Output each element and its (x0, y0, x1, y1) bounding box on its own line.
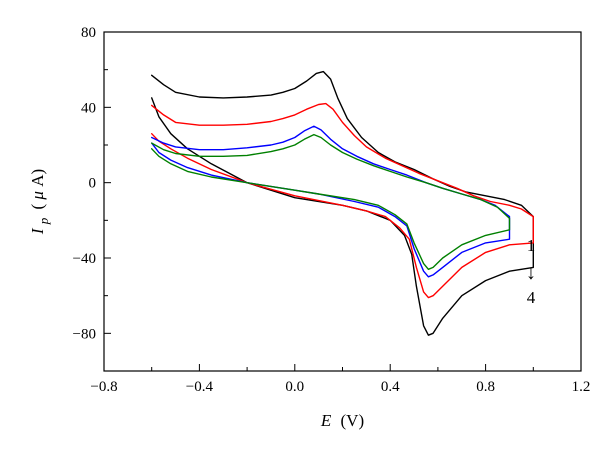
x-tick-label: 0.8 (476, 379, 495, 395)
y-tick-label: −80 (73, 326, 96, 342)
x-tick-label: 0.0 (285, 379, 304, 395)
x-tick-label: −0.8 (90, 379, 117, 395)
x-axis-label-unit: (V) (341, 411, 365, 430)
y-axis-label-variable: I (28, 227, 47, 235)
x-tick-label: 0.4 (381, 379, 400, 395)
y-tick-label: 80 (81, 25, 96, 41)
y-tick-label: 0 (89, 176, 97, 192)
y-tick-label: 40 (81, 100, 96, 116)
series-line-3 (150, 125, 511, 278)
y-axis-label-unit-mu: μ (28, 191, 47, 201)
x-tick-label: −0.4 (186, 379, 214, 395)
x-tick-label: 1.2 (572, 379, 591, 395)
axis-ticks (103, 31, 582, 372)
annotation-start-label: 1 (527, 236, 536, 255)
axis-tick-labels: −0.8 −0.4 0.0 0.4 0.8 1.2 −80 −40 0 40 80 (73, 25, 591, 395)
series-layer (150, 70, 534, 336)
y-axis-label-unit-open: ( (28, 204, 47, 210)
series-line-4 (150, 133, 511, 270)
series-line-2 (150, 102, 534, 299)
y-axis-label-subscript: p (36, 217, 51, 225)
x-axis-label-variable: E (320, 411, 332, 430)
x-axis-label: E (V) (320, 411, 364, 430)
y-axis-label-unit-rest: A) (28, 169, 47, 187)
y-tick-label: −40 (73, 251, 96, 267)
annotation-end-label: 4 (527, 288, 536, 307)
y-axis-label: I p ( μ A) (28, 169, 52, 235)
series-line-1 (150, 70, 534, 336)
annotation-arrow-icon: ↓ (526, 262, 536, 284)
